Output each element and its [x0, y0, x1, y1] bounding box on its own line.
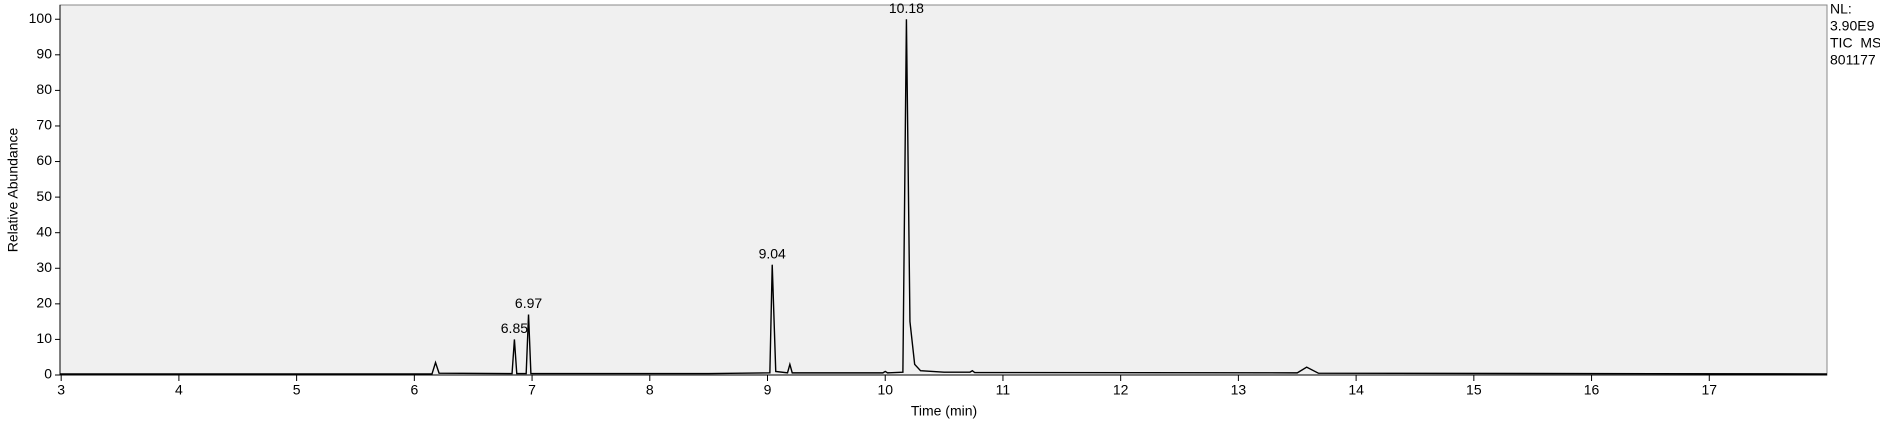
y-tick-label: 40 — [36, 223, 52, 239]
y-tick-label: 30 — [36, 259, 52, 275]
peak-label: 6.85 — [501, 320, 528, 336]
y-axis-title: Relative Abundance — [5, 128, 21, 253]
peak-label: 6.97 — [515, 295, 542, 311]
plot-area — [59, 4, 1828, 376]
y-tick-label: 80 — [36, 81, 52, 97]
info-text: 801177 — [1830, 52, 1876, 68]
info-text: 3.90E9 — [1830, 18, 1875, 34]
x-axis-title: Time (min) — [911, 403, 977, 419]
x-tick-label: 7 — [528, 382, 536, 398]
y-tick-label: 50 — [36, 188, 52, 204]
info-text: TIC MS — [1830, 35, 1880, 51]
info-text: NL: — [1830, 1, 1852, 17]
x-tick-label: 12 — [1113, 382, 1129, 398]
x-tick-label: 13 — [1231, 382, 1247, 398]
peak-label: 10.18 — [889, 0, 924, 16]
x-tick-label: 10 — [877, 382, 893, 398]
x-tick-label: 17 — [1701, 382, 1717, 398]
y-tick-label: 60 — [36, 152, 52, 168]
peak-label: 9.04 — [759, 245, 786, 261]
y-tick-label: 0 — [44, 366, 52, 382]
x-tick-label: 3 — [57, 382, 65, 398]
x-tick-label: 14 — [1348, 382, 1364, 398]
y-tick-label: 10 — [36, 330, 52, 346]
y-tick-label: 20 — [36, 295, 52, 311]
x-tick-label: 5 — [293, 382, 301, 398]
x-tick-label: 4 — [175, 382, 183, 398]
y-tick-label: 90 — [36, 46, 52, 62]
x-tick-label: 9 — [764, 382, 772, 398]
x-tick-label: 6 — [410, 382, 418, 398]
x-tick-label: 16 — [1584, 382, 1600, 398]
x-tick-label: 15 — [1466, 382, 1482, 398]
y-tick-label: 70 — [36, 117, 52, 133]
trace — [60, 19, 1828, 375]
y-tick-label: 100 — [29, 10, 53, 26]
x-tick-label: 11 — [996, 382, 1011, 398]
x-tick-label: 8 — [646, 382, 654, 398]
